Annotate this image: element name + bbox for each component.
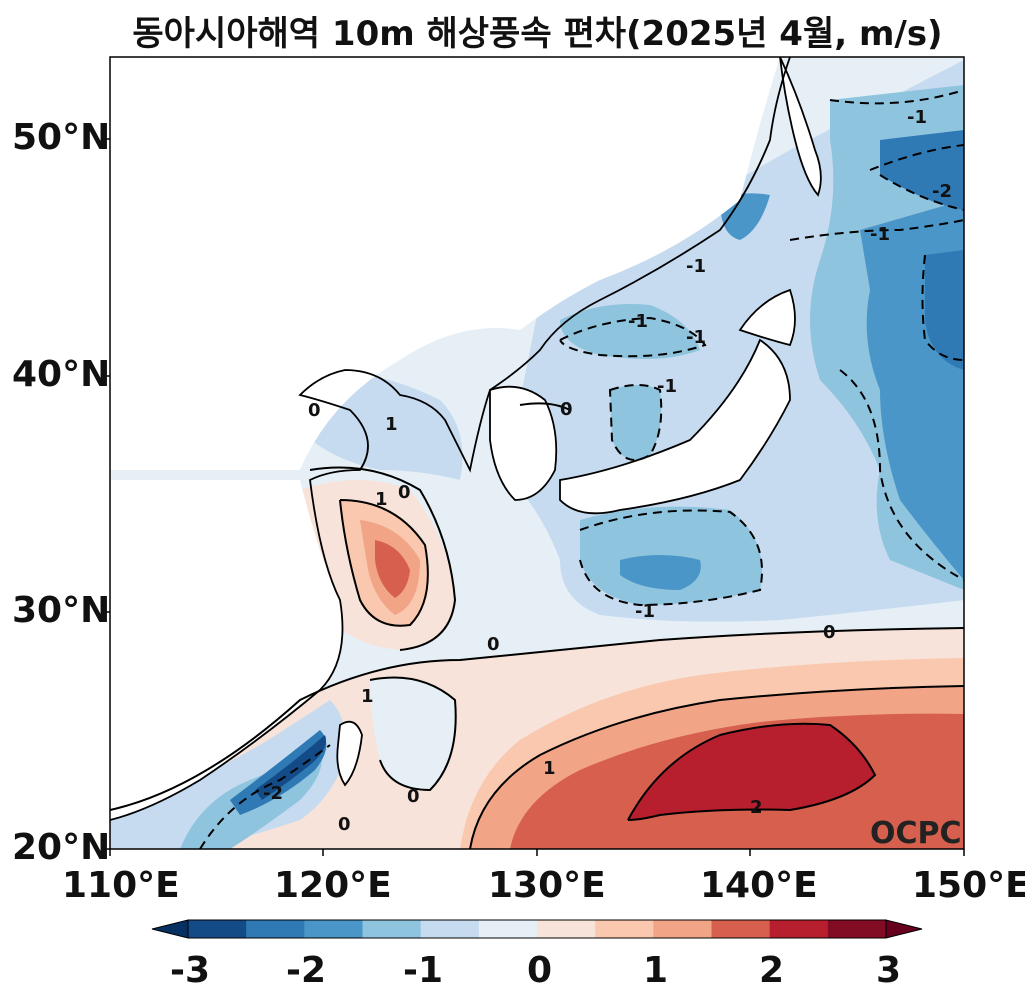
contour-label: -1 (635, 601, 655, 622)
lon-tick-label: 120°E (274, 865, 392, 906)
lat-tick-label: 20°N (12, 827, 111, 868)
contour-label: 0 (398, 482, 411, 503)
contour-label: -1 (686, 327, 706, 348)
contour-labels: -1 -2 -1 -1 -1 -1 -1 -1 -2 0 0 0 0 0 0 0… (263, 107, 952, 835)
contour-label: -2 (932, 181, 952, 202)
colorbar-extend-low (151, 919, 189, 939)
colorbar-bin (827, 920, 887, 938)
colorbar-bin (769, 920, 829, 938)
axis-ticks (103, 138, 965, 856)
map-title: 동아시아해역 10m 해상풍속 편차(2025년 4월, m/s) (132, 14, 943, 54)
colorbar-bin (246, 920, 305, 938)
colorbar-frame (187, 919, 887, 939)
colorbar-tick-label: -1 (403, 950, 443, 991)
contour-label: 0 (407, 786, 420, 807)
contour-lines (110, 402, 964, 849)
contour-label: 0 (823, 622, 836, 643)
contour-label: 1 (543, 758, 556, 779)
colorbar-tick-label: 0 (527, 950, 553, 991)
contour-label: -1 (657, 376, 677, 397)
contour-label: 2 (750, 797, 763, 818)
colorbar-bin (595, 920, 654, 938)
contour-label: 0 (487, 634, 500, 655)
colorbar-tick-label: 3 (876, 950, 902, 991)
colorbar-tick-label: -2 (286, 950, 326, 991)
colorbar-tick-label: 1 (643, 950, 669, 991)
lat-tick-label: 40°N (12, 354, 111, 395)
lat-tick-label: 50°N (12, 117, 111, 158)
colorbar-bin (478, 920, 538, 938)
contour-label: -1 (628, 311, 648, 332)
coastline (110, 57, 822, 821)
contour-label: 0 (308, 400, 321, 421)
anomaly-field (110, 57, 964, 849)
lon-tick-label: 110°E (62, 865, 180, 906)
contour-label: 0 (560, 399, 573, 420)
contour-label: 1 (361, 686, 374, 707)
ocpc-watermark: OCPC (870, 816, 962, 851)
colorbar-bin (362, 920, 422, 938)
colorbar (151, 919, 923, 939)
colorbar-tick-label: 2 (759, 950, 785, 991)
contour-label: -2 (263, 783, 283, 804)
contour-label: 0 (338, 814, 351, 835)
colorbar-tick-label: -3 (170, 950, 210, 991)
colorbar-bin (420, 920, 480, 938)
colorbar-bin (711, 920, 771, 938)
contour-label: -1 (686, 256, 706, 277)
colorbar-extend-high (885, 919, 923, 939)
colorbar-bin (537, 920, 596, 938)
lon-tick-label: 130°E (488, 865, 606, 906)
contour-label: 1 (385, 414, 398, 435)
colorbar-bin (188, 920, 247, 938)
contour-lines-negative (199, 89, 964, 849)
colorbar-bin (304, 920, 363, 938)
contour-label: 1 (375, 489, 388, 510)
contour-label: -1 (870, 224, 890, 245)
lon-tick-label: 150°E (912, 865, 1025, 906)
colorbar-bin (653, 920, 712, 938)
lon-tick-label: 140°E (700, 865, 818, 906)
contour-label: -1 (907, 107, 927, 128)
lat-tick-label: 30°N (12, 590, 111, 631)
